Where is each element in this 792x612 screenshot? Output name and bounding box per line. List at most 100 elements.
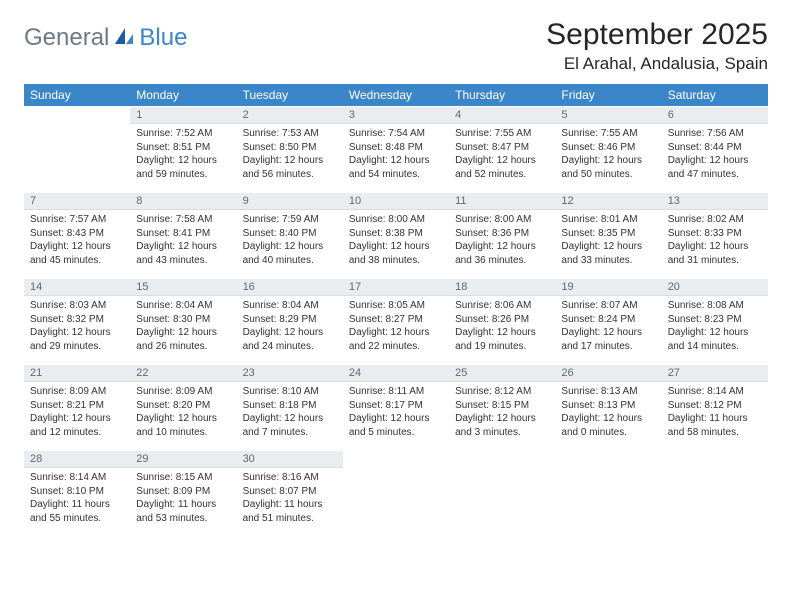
sunset-text: Sunset: 8:47 PM xyxy=(455,141,549,155)
sunrise-text: Sunrise: 8:07 AM xyxy=(561,299,655,313)
calendar-cell: 9Sunrise: 7:59 AMSunset: 8:40 PMDaylight… xyxy=(237,192,343,278)
calendar-week: 7Sunrise: 7:57 AMSunset: 8:43 PMDaylight… xyxy=(24,192,768,278)
day-number: 7 xyxy=(24,192,130,210)
day-number: 21 xyxy=(24,364,130,382)
sunset-text: Sunset: 8:35 PM xyxy=(561,227,655,241)
day-header: Wednesday xyxy=(343,84,449,106)
sunrise-text: Sunrise: 7:53 AM xyxy=(243,127,337,141)
calendar-week: 14Sunrise: 8:03 AMSunset: 8:32 PMDayligh… xyxy=(24,278,768,364)
calendar-cell: 16Sunrise: 8:04 AMSunset: 8:29 PMDayligh… xyxy=(237,278,343,364)
page-header: General Blue September 2025 El Arahal, A… xyxy=(24,18,768,74)
day-content: Sunrise: 7:55 AMSunset: 8:47 PMDaylight:… xyxy=(449,124,555,187)
day-header: Thursday xyxy=(449,84,555,106)
day-number: 23 xyxy=(237,364,343,382)
sunset-text: Sunset: 8:44 PM xyxy=(668,141,762,155)
calendar-body: 1Sunrise: 7:52 AMSunset: 8:51 PMDaylight… xyxy=(24,106,768,536)
calendar-cell: 28Sunrise: 8:14 AMSunset: 8:10 PMDayligh… xyxy=(24,450,130,536)
logo-sail-icon xyxy=(113,26,135,51)
calendar-cell: 15Sunrise: 8:04 AMSunset: 8:30 PMDayligh… xyxy=(130,278,236,364)
calendar-cell: 20Sunrise: 8:08 AMSunset: 8:23 PMDayligh… xyxy=(662,278,768,364)
sunrise-text: Sunrise: 8:15 AM xyxy=(136,471,230,485)
sunset-text: Sunset: 8:12 PM xyxy=(668,399,762,413)
calendar-cell: 30Sunrise: 8:16 AMSunset: 8:07 PMDayligh… xyxy=(237,450,343,536)
day-number: 30 xyxy=(237,450,343,468)
sunset-text: Sunset: 8:36 PM xyxy=(455,227,549,241)
calendar-cell: 25Sunrise: 8:12 AMSunset: 8:15 PMDayligh… xyxy=(449,364,555,450)
day-content: Sunrise: 8:07 AMSunset: 8:24 PMDaylight:… xyxy=(555,296,661,359)
day-content: Sunrise: 8:15 AMSunset: 8:09 PMDaylight:… xyxy=(130,468,236,531)
calendar-cell: 10Sunrise: 8:00 AMSunset: 8:38 PMDayligh… xyxy=(343,192,449,278)
daylight-text: Daylight: 12 hours and 12 minutes. xyxy=(30,412,124,439)
daylight-text: Daylight: 12 hours and 45 minutes. xyxy=(30,240,124,267)
day-number: 6 xyxy=(662,106,768,124)
calendar-cell: 23Sunrise: 8:10 AMSunset: 8:18 PMDayligh… xyxy=(237,364,343,450)
calendar-cell: 1Sunrise: 7:52 AMSunset: 8:51 PMDaylight… xyxy=(130,106,236,192)
day-number: 22 xyxy=(130,364,236,382)
sunrise-text: Sunrise: 8:10 AM xyxy=(243,385,337,399)
day-content: Sunrise: 8:03 AMSunset: 8:32 PMDaylight:… xyxy=(24,296,130,359)
day-content: Sunrise: 8:10 AMSunset: 8:18 PMDaylight:… xyxy=(237,382,343,445)
daylight-text: Daylight: 12 hours and 56 minutes. xyxy=(243,154,337,181)
sunset-text: Sunset: 8:23 PM xyxy=(668,313,762,327)
day-content: Sunrise: 7:53 AMSunset: 8:50 PMDaylight:… xyxy=(237,124,343,187)
day-content: Sunrise: 8:11 AMSunset: 8:17 PMDaylight:… xyxy=(343,382,449,445)
sunrise-text: Sunrise: 7:56 AM xyxy=(668,127,762,141)
calendar-week: 21Sunrise: 8:09 AMSunset: 8:21 PMDayligh… xyxy=(24,364,768,450)
day-content: Sunrise: 7:58 AMSunset: 8:41 PMDaylight:… xyxy=(130,210,236,273)
sunset-text: Sunset: 8:13 PM xyxy=(561,399,655,413)
sunset-text: Sunset: 8:33 PM xyxy=(668,227,762,241)
day-content: Sunrise: 7:54 AMSunset: 8:48 PMDaylight:… xyxy=(343,124,449,187)
calendar-cell xyxy=(449,450,555,536)
daylight-text: Daylight: 12 hours and 36 minutes. xyxy=(455,240,549,267)
calendar-cell: 11Sunrise: 8:00 AMSunset: 8:36 PMDayligh… xyxy=(449,192,555,278)
day-number: 10 xyxy=(343,192,449,210)
day-number: 17 xyxy=(343,278,449,296)
sunrise-text: Sunrise: 8:04 AM xyxy=(243,299,337,313)
calendar-cell: 18Sunrise: 8:06 AMSunset: 8:26 PMDayligh… xyxy=(449,278,555,364)
calendar-cell: 22Sunrise: 8:09 AMSunset: 8:20 PMDayligh… xyxy=(130,364,236,450)
day-number: 3 xyxy=(343,106,449,124)
sunrise-text: Sunrise: 8:13 AM xyxy=(561,385,655,399)
calendar-week: 28Sunrise: 8:14 AMSunset: 8:10 PMDayligh… xyxy=(24,450,768,536)
calendar-cell: 2Sunrise: 7:53 AMSunset: 8:50 PMDaylight… xyxy=(237,106,343,192)
logo-text-general: General xyxy=(24,24,109,52)
day-number: 24 xyxy=(343,364,449,382)
daylight-text: Daylight: 12 hours and 38 minutes. xyxy=(349,240,443,267)
day-content: Sunrise: 8:01 AMSunset: 8:35 PMDaylight:… xyxy=(555,210,661,273)
sunrise-text: Sunrise: 8:12 AM xyxy=(455,385,549,399)
sunrise-text: Sunrise: 8:01 AM xyxy=(561,213,655,227)
calendar-cell: 19Sunrise: 8:07 AMSunset: 8:24 PMDayligh… xyxy=(555,278,661,364)
daylight-text: Daylight: 12 hours and 10 minutes. xyxy=(136,412,230,439)
sunrise-text: Sunrise: 7:52 AM xyxy=(136,127,230,141)
day-number: 13 xyxy=(662,192,768,210)
day-content: Sunrise: 8:00 AMSunset: 8:36 PMDaylight:… xyxy=(449,210,555,273)
sunrise-text: Sunrise: 7:55 AM xyxy=(455,127,549,141)
sunset-text: Sunset: 8:30 PM xyxy=(136,313,230,327)
day-number: 11 xyxy=(449,192,555,210)
calendar-cell: 17Sunrise: 8:05 AMSunset: 8:27 PMDayligh… xyxy=(343,278,449,364)
sunset-text: Sunset: 8:50 PM xyxy=(243,141,337,155)
day-content: Sunrise: 8:04 AMSunset: 8:29 PMDaylight:… xyxy=(237,296,343,359)
calendar-cell: 27Sunrise: 8:14 AMSunset: 8:12 PMDayligh… xyxy=(662,364,768,450)
daylight-text: Daylight: 12 hours and 24 minutes. xyxy=(243,326,337,353)
day-number: 12 xyxy=(555,192,661,210)
day-content: Sunrise: 7:59 AMSunset: 8:40 PMDaylight:… xyxy=(237,210,343,273)
sunrise-text: Sunrise: 8:05 AM xyxy=(349,299,443,313)
calendar-cell: 13Sunrise: 8:02 AMSunset: 8:33 PMDayligh… xyxy=(662,192,768,278)
day-number: 16 xyxy=(237,278,343,296)
day-number: 9 xyxy=(237,192,343,210)
calendar-cell: 29Sunrise: 8:15 AMSunset: 8:09 PMDayligh… xyxy=(130,450,236,536)
daylight-text: Daylight: 12 hours and 52 minutes. xyxy=(455,154,549,181)
calendar-week: 1Sunrise: 7:52 AMSunset: 8:51 PMDaylight… xyxy=(24,106,768,192)
day-content: Sunrise: 8:12 AMSunset: 8:15 PMDaylight:… xyxy=(449,382,555,445)
sunrise-text: Sunrise: 8:09 AM xyxy=(136,385,230,399)
daylight-text: Daylight: 12 hours and 33 minutes. xyxy=(561,240,655,267)
daylight-text: Daylight: 12 hours and 54 minutes. xyxy=(349,154,443,181)
sunset-text: Sunset: 8:38 PM xyxy=(349,227,443,241)
sunset-text: Sunset: 8:32 PM xyxy=(30,313,124,327)
sunset-text: Sunset: 8:21 PM xyxy=(30,399,124,413)
daylight-text: Daylight: 12 hours and 7 minutes. xyxy=(243,412,337,439)
daylight-text: Daylight: 11 hours and 51 minutes. xyxy=(243,498,337,525)
day-number: 5 xyxy=(555,106,661,124)
sunrise-text: Sunrise: 8:14 AM xyxy=(30,471,124,485)
